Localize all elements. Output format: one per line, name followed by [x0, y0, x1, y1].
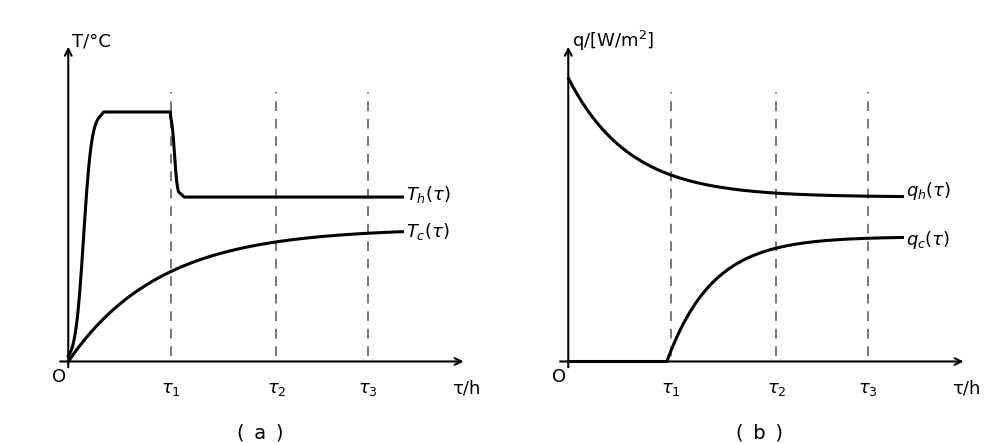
Text: $\tau_2$: $\tau_2$ [267, 380, 286, 398]
Text: $\tau_3$: $\tau_3$ [858, 380, 878, 398]
Text: $T_h(\tau)$: $T_h(\tau)$ [406, 184, 451, 205]
Text: τ/h: τ/h [952, 380, 981, 398]
Text: $\tau_2$: $\tau_2$ [767, 380, 786, 398]
Text: τ/h: τ/h [452, 380, 481, 398]
Text: $\tau_3$: $\tau_3$ [358, 380, 378, 398]
Text: $T_c(\tau)$: $T_c(\tau)$ [406, 221, 450, 241]
Text: q/[W/m$^2$]: q/[W/m$^2$] [572, 29, 654, 53]
Text: $q_c(\tau)$: $q_c(\tau)$ [906, 229, 950, 251]
Text: T/°C: T/°C [72, 32, 111, 50]
Text: ( b ): ( b ) [736, 424, 784, 443]
Text: ( a ): ( a ) [237, 424, 283, 443]
Text: $\tau_1$: $\tau_1$ [661, 380, 680, 398]
Text: O: O [52, 368, 66, 386]
Text: $\tau_1$: $\tau_1$ [161, 380, 180, 398]
Text: O: O [552, 368, 566, 386]
Text: $q_h(\tau)$: $q_h(\tau)$ [906, 180, 951, 202]
